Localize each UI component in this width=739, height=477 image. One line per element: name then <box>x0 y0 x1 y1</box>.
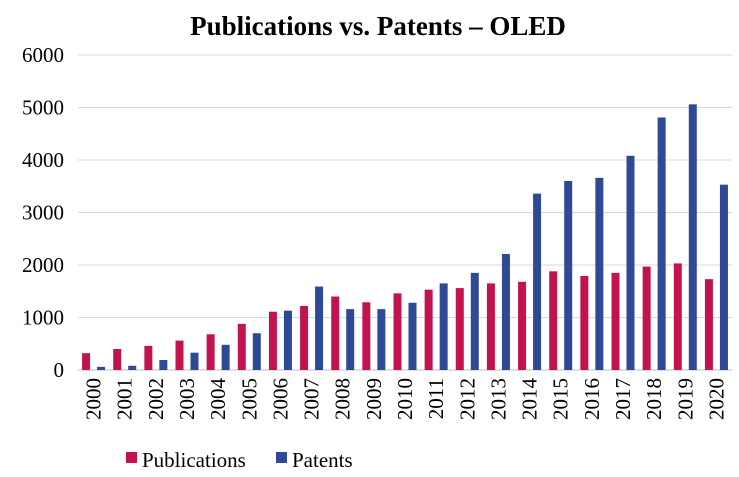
bar-publications-2004 <box>206 334 215 370</box>
x-tick-label: 2011 <box>424 378 448 419</box>
x-tick-label: 2014 <box>518 378 542 421</box>
y-axis-ticks: 0 1000 2000 3000 4000 5000 6000 <box>22 43 64 382</box>
x-tick-label: 2007 <box>300 378 324 420</box>
x-tick-label: 2019 <box>673 378 697 420</box>
y-tick-label: 2000 <box>22 253 64 277</box>
y-tick-label: 0 <box>54 358 65 382</box>
bar-publications-2006 <box>268 311 277 370</box>
x-tick-label: 2001 <box>113 378 137 420</box>
y-tick-label: 6000 <box>22 43 64 67</box>
bar-patents-2010 <box>408 302 417 370</box>
bar-publications-2016 <box>580 276 589 370</box>
y-tick-label: 5000 <box>22 96 64 120</box>
x-tick-label: 2008 <box>331 378 355 420</box>
bar-publications-2007 <box>300 305 309 370</box>
bar-patents-2020 <box>719 184 728 370</box>
bar-patents-2008 <box>346 309 355 370</box>
bar-patents-2016 <box>595 177 604 370</box>
bar-publications-2009 <box>362 302 371 370</box>
bar-publications-2019 <box>673 263 682 370</box>
x-tick-label: 2012 <box>455 378 479 420</box>
x-tick-label: 2002 <box>144 378 168 420</box>
chart-title: Publications vs. Patents – OLED <box>190 11 566 41</box>
bar-publications-2011 <box>424 289 433 370</box>
bar-patents-2003 <box>190 352 199 370</box>
x-tick-label: 2010 <box>393 378 417 420</box>
legend-label-publications: Publications <box>142 448 246 472</box>
y-tick-label: 1000 <box>22 306 64 330</box>
x-tick-label: 2003 <box>175 378 199 420</box>
bar-publications-2020 <box>704 279 713 370</box>
y-tick-label: 3000 <box>22 201 64 225</box>
x-tick-label: 2020 <box>704 378 728 420</box>
bar-patents-2009 <box>377 309 386 370</box>
x-tick-label: 2000 <box>82 378 106 420</box>
legend: Publications Patents <box>126 448 353 472</box>
bar-publications-2008 <box>331 296 340 370</box>
bar-publications-2005 <box>237 323 246 370</box>
y-tick-label: 4000 <box>22 148 64 172</box>
x-axis-ticks: 2000 2001 2002 2003 2004 2005 2006 2007 2008 2009… <box>82 378 729 421</box>
x-tick-label: 2009 <box>362 378 386 420</box>
bar-patents-2007 <box>315 286 324 370</box>
bar-patents-2013 <box>501 253 510 370</box>
bar-patents-2001 <box>128 365 137 370</box>
x-tick-label: 2018 <box>642 378 666 420</box>
bar-patents-2006 <box>283 310 292 370</box>
bar-publications-2014 <box>518 281 527 370</box>
legend-label-patents: Patents <box>292 448 353 472</box>
bar-patents-2002 <box>159 360 168 370</box>
bar-patents-2012 <box>470 272 479 370</box>
bars <box>82 104 728 370</box>
x-tick-label: 2004 <box>206 378 230 421</box>
bar-publications-2001 <box>113 349 122 370</box>
bar-publications-2017 <box>611 272 620 370</box>
bar-publications-2018 <box>642 266 651 370</box>
bar-patents-2005 <box>252 333 261 370</box>
x-tick-label: 2015 <box>549 378 573 420</box>
bar-patents-2014 <box>533 193 542 370</box>
bar-patents-2017 <box>626 155 635 370</box>
x-tick-label: 2005 <box>237 378 261 420</box>
legend-swatch-patents <box>276 452 287 463</box>
x-tick-label: 2016 <box>580 378 604 420</box>
bar-patents-2019 <box>688 104 697 370</box>
bar-patents-2015 <box>564 181 573 370</box>
x-tick-label: 2006 <box>268 378 292 420</box>
bar-patents-2004 <box>221 344 230 370</box>
gridlines <box>78 54 732 371</box>
bar-publications-2013 <box>486 283 495 370</box>
legend-swatch-publications <box>126 452 137 463</box>
bar-publications-2002 <box>144 345 153 370</box>
bar-publications-2010 <box>393 293 402 370</box>
bar-publications-2000 <box>82 353 91 370</box>
x-tick-label: 2013 <box>486 378 510 420</box>
x-tick-label: 2017 <box>611 378 635 420</box>
bar-patents-2000 <box>97 366 106 370</box>
bar-patents-2011 <box>439 283 448 370</box>
bar-publications-2015 <box>549 271 558 370</box>
bar-publications-2012 <box>455 288 464 370</box>
bar-patents-2018 <box>657 117 666 370</box>
bar-publications-2003 <box>175 340 184 370</box>
